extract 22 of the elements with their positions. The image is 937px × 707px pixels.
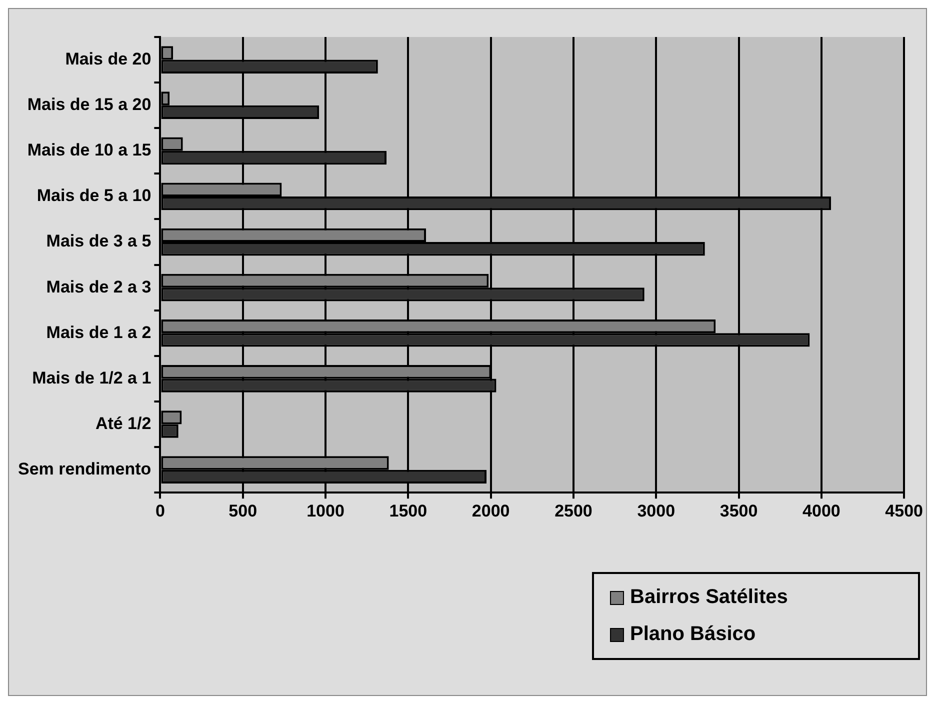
y-tick-label: Mais de 1/2 a 1 [32,368,152,388]
legend-label: Plano Básico [630,623,756,646]
y-tick-label: Mais de 20 [65,49,152,68]
y-tick-label: Mais de 10 a 15 [27,140,152,160]
y-tick-label: Sem rendimento [18,460,152,479]
y-tick-label: Mais de 3 a 5 [46,232,152,251]
y-tick-label: Mais de 15 a 20 [27,95,152,114]
x-tick-label: 3500 [720,501,758,520]
y-tick-label: Mais de 5 a 10 [36,186,152,206]
y-tick-label: Mais de 1 a 2 [46,322,152,342]
x-tick-label: 3000 [637,501,676,520]
x-tick-label: 1500 [389,501,428,520]
x-tick-label: 4000 [802,501,840,520]
x-tick-label: 1000 [306,501,344,520]
x-tick-label: 4500 [885,501,924,520]
x-tick-label: 2000 [472,501,510,520]
y-tick-label: Até 1/2 [95,414,152,433]
x-tick-label: 2500 [554,501,592,520]
legend-label: Bairros Satélites [630,586,788,609]
x-tick-label: 0 [155,501,165,520]
y-tick-label: Mais de 2 a 3 [46,277,152,296]
x-tick-label: 500 [228,501,258,520]
